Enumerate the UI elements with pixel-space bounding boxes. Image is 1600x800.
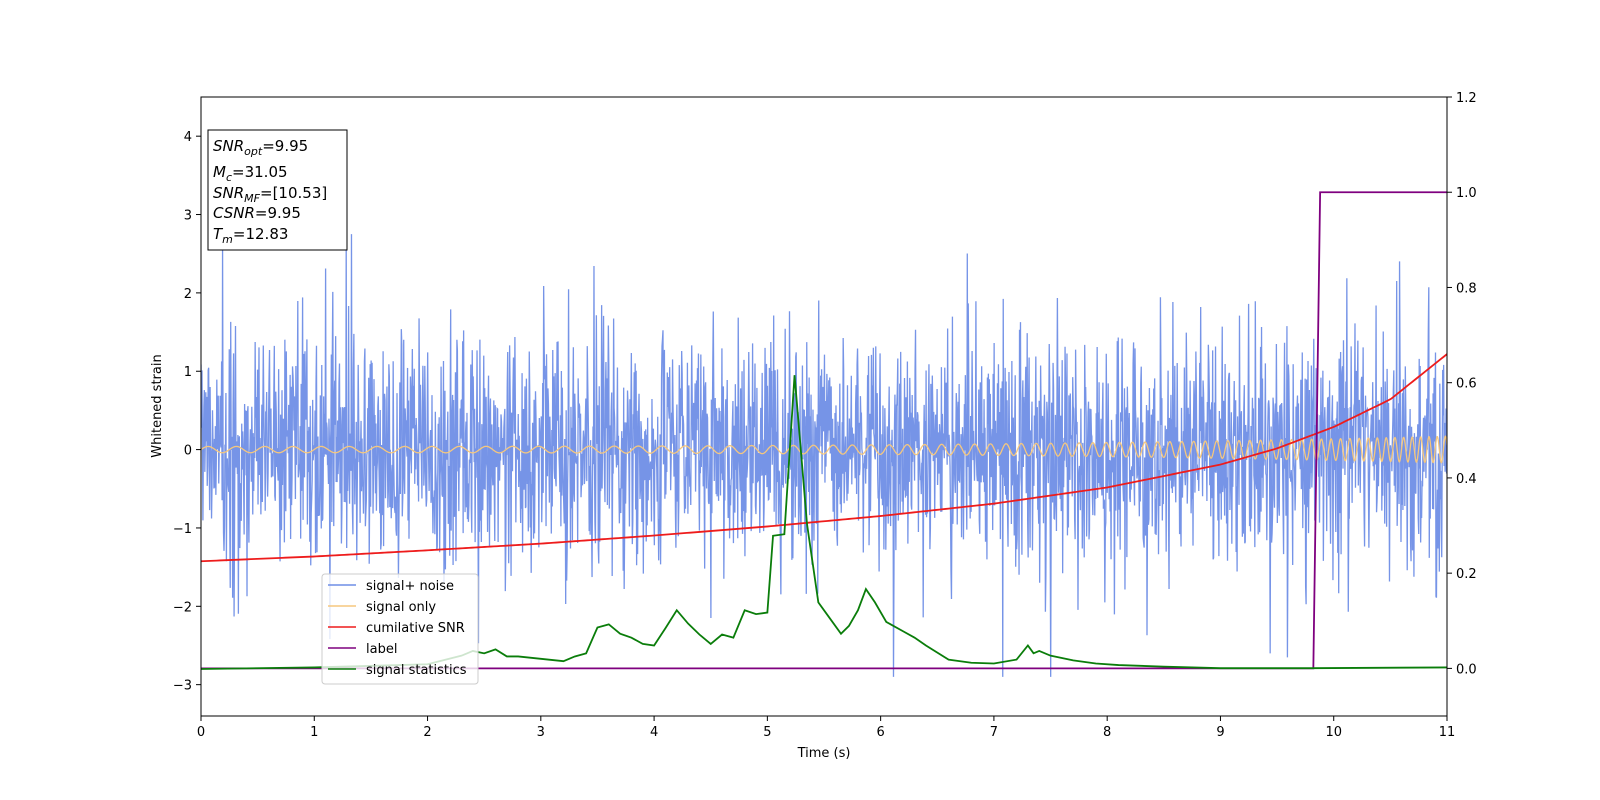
y-tick-label: 3	[184, 209, 192, 224]
info-snr-opt-sub: opt	[244, 145, 263, 158]
y-tick-label: 2	[184, 287, 192, 302]
info-box: SNRopt=9.95 Mc=31.05 SNRMF=[10.53] CSNR=…	[207, 129, 348, 251]
info-csnr-base: CSNR	[213, 204, 255, 222]
info-tm-base: T	[213, 225, 224, 243]
series-signal-statistics	[201, 375, 1447, 670]
info-snr-mf: SNRMF=[10.53]	[213, 184, 327, 205]
x-tick-label: 0	[197, 725, 205, 740]
info-tm-value: =12.83	[233, 225, 289, 243]
x-axis-label: Time (s)	[797, 746, 851, 761]
series-signal-noise	[201, 234, 1447, 677]
y2-tick-label: 0.4	[1456, 472, 1477, 487]
legend-label-cumulative-snr: cumilative SNR	[366, 621, 465, 636]
legend-frame	[321, 573, 479, 685]
legend-label-label: label	[366, 642, 397, 657]
info-snr-opt: SNRopt=9.95	[213, 137, 308, 158]
info-snr-mf-base: SNR	[213, 184, 244, 202]
x-tick-label: 1	[310, 725, 318, 740]
x-axis: 0 1 2 3 4 5 6 7 8 9 10 11	[197, 716, 1455, 740]
x-tick-label: 8	[1103, 725, 1111, 740]
plot-area	[201, 191, 1447, 677]
x-tick-label: 7	[990, 725, 998, 740]
info-tm: Tm=12.83	[213, 225, 288, 246]
info-csnr-value: =9.95	[255, 204, 301, 222]
legend-label-signal-statistics: signal statistics	[366, 663, 467, 678]
info-mc-sub: c	[226, 171, 232, 184]
info-snr-opt-value: =9.95	[262, 137, 308, 155]
y2-tick-label: 0.6	[1456, 377, 1477, 392]
info-snr-opt-base: SNR	[213, 137, 244, 155]
info-csnr: CSNR=9.95	[213, 204, 301, 222]
series-signal-only	[201, 435, 1447, 464]
x-tick-label: 11	[1439, 725, 1456, 740]
info-mc-value: =31.05	[232, 163, 288, 181]
info-mc: Mc=31.05	[213, 163, 288, 184]
x-tick-label: 10	[1325, 725, 1342, 740]
x-tick-label: 5	[763, 725, 771, 740]
y-tick-label: 0	[184, 444, 192, 459]
x-tick-label: 3	[537, 725, 545, 740]
x-tick-label: 2	[423, 725, 431, 740]
info-snr-mf-sub: MF	[244, 192, 260, 205]
y-axis-right: 0.0 0.2 0.4 0.6 0.8 1.0 1.2	[1447, 91, 1477, 677]
y2-tick-label: 1.0	[1456, 186, 1477, 201]
y2-tick-label: 0.2	[1456, 567, 1477, 582]
y-tick-label: −3	[173, 679, 192, 694]
y-axis-left: −3 −2 −1 0 1 2 3 4	[173, 130, 201, 694]
x-tick-label: 4	[650, 725, 658, 740]
y-tick-label: −1	[173, 522, 192, 537]
y-axis-label: Whitened strain	[150, 354, 165, 457]
y2-tick-label: 0.8	[1456, 281, 1477, 296]
legend-label-signal-only: signal only	[366, 600, 436, 615]
x-tick-label: 6	[876, 725, 884, 740]
legend: signal+ noise signal only cumilative SNR…	[321, 573, 479, 685]
series-cumulative-snr	[201, 353, 1447, 563]
y2-tick-label: 0.0	[1456, 662, 1477, 677]
info-mc-base: M	[213, 163, 226, 181]
y-tick-label: 1	[184, 365, 192, 380]
y2-tick-label: 1.2	[1456, 91, 1477, 106]
y-tick-label: −2	[173, 600, 192, 615]
x-tick-label: 9	[1216, 725, 1224, 740]
plot-frame	[200, 96, 1448, 717]
y-tick-label: 4	[184, 130, 192, 145]
info-tm-sub: m	[222, 233, 233, 246]
info-box-frame	[207, 129, 348, 251]
series-label	[201, 191, 1447, 670]
legend-label-signal-noise: signal+ noise	[366, 579, 454, 594]
info-snr-mf-value: =[10.53]	[260, 184, 327, 202]
